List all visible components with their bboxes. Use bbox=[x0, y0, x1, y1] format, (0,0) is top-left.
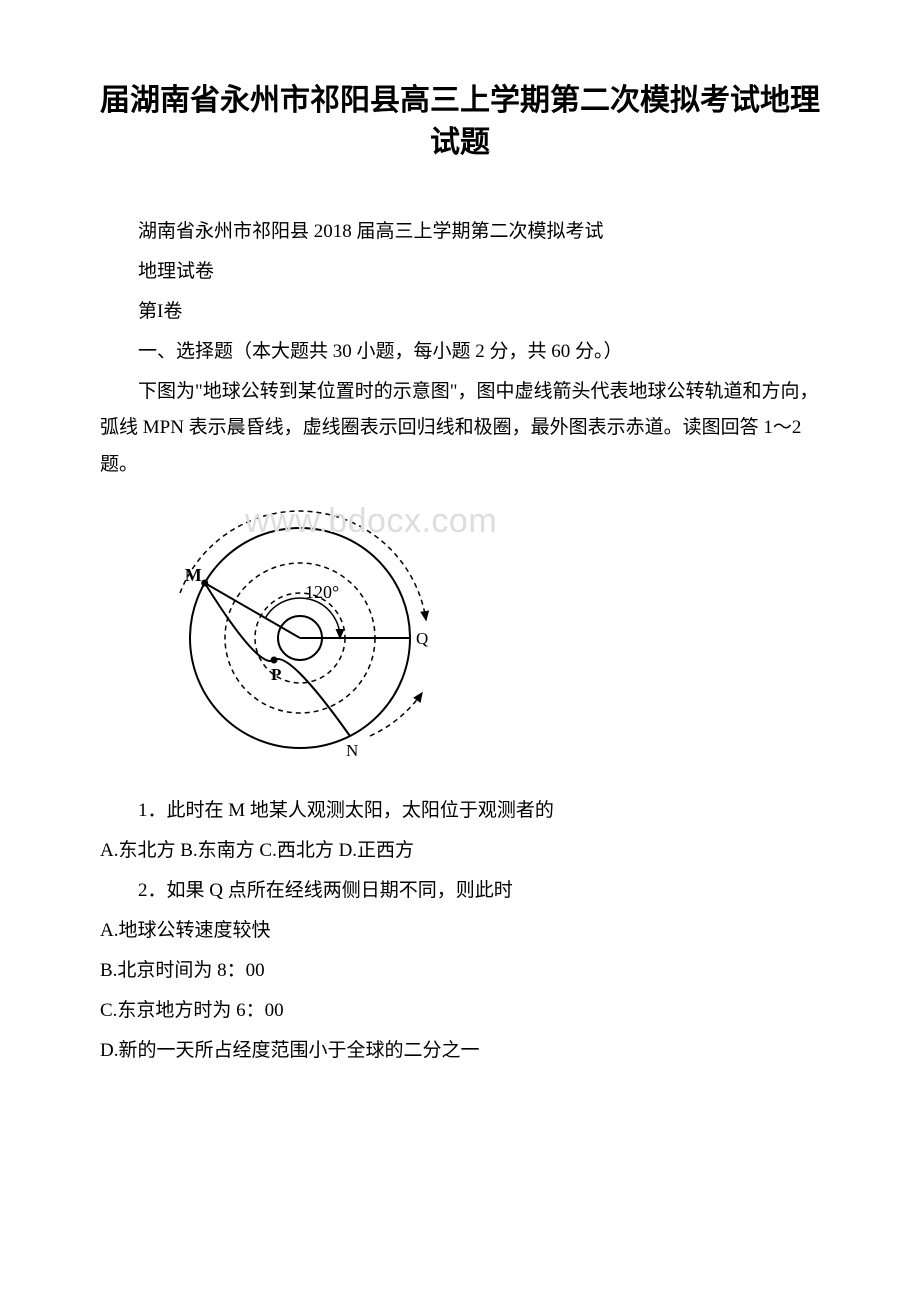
q2-stem: 2．如果 Q 点所在经线两侧日期不同，则此时 bbox=[100, 873, 820, 909]
passage-text: 下图为"地球公转到某位置时的示意图"，图中虚线箭头代表地球公转轨道和方向，弧线 … bbox=[100, 374, 820, 482]
q2-option-c: C.东京地方时为 6：00 bbox=[100, 993, 820, 1029]
earth-svg-diagram: M P Q N 120° bbox=[140, 498, 480, 778]
q1-stem: 1．此时在 M 地某人观测太阳，太阳位于观测者的 bbox=[100, 793, 820, 829]
intro-line-3: 第I卷 bbox=[100, 294, 820, 330]
document-title: 届湖南省永州市祁阳县高三上学期第二次模拟考试地理试题 bbox=[100, 80, 820, 164]
svg-text:120°: 120° bbox=[305, 582, 339, 602]
intro-line-1: 湖南省永州市祁阳县 2018 届高三上学期第二次模拟考试 bbox=[100, 214, 820, 250]
section-instruction: 一、选择题（本大题共 30 小题，每小题 2 分，共 60 分。） bbox=[100, 334, 820, 370]
earth-diagram: www.bdocx.com MPQN120° bbox=[140, 498, 820, 778]
svg-text:N: N bbox=[346, 741, 358, 760]
q2-option-a: A.地球公转速度较快 bbox=[100, 913, 820, 949]
intro-line-2: 地理试卷 bbox=[100, 254, 820, 290]
svg-text:Q: Q bbox=[416, 629, 428, 648]
q2-option-b: B.北京时间为 8：00 bbox=[100, 953, 820, 989]
q2-option-d: D.新的一天所占经度范围小于全球的二分之一 bbox=[100, 1033, 820, 1069]
svg-text:M: M bbox=[185, 565, 202, 585]
svg-text:P: P bbox=[271, 665, 281, 684]
q1-options: A.东北方 B.东南方 C.西北方 D.正西方 bbox=[100, 833, 820, 869]
